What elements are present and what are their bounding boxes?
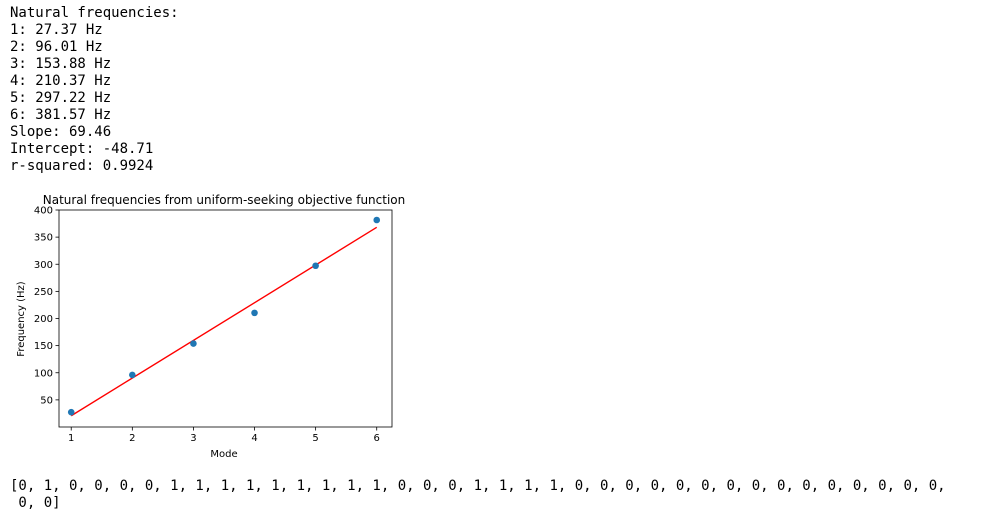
- data-point: [190, 340, 197, 347]
- fit-line: [70, 226, 378, 417]
- output-line: 5: 297.22 Hz: [10, 90, 112, 106]
- stdout-bit-vector: [0, 1, 0, 0, 0, 0, 1, 1, 1, 1, 1, 1, 1, …: [10, 478, 946, 512]
- x-axis-label: Mode: [210, 449, 237, 460]
- axes-frame: [58, 209, 393, 428]
- x-tick-label: 6: [374, 433, 380, 444]
- output-line: 4: 210.37 Hz: [10, 73, 112, 89]
- output-line: 3: 153.88 Hz: [10, 56, 112, 72]
- output-line: r-squared: 0.9924: [10, 158, 154, 174]
- x-tick-label: 4: [251, 433, 257, 444]
- fit-line-layer: [70, 226, 378, 417]
- y-tick-label: 200: [34, 314, 53, 325]
- y-tick-label: 150: [34, 341, 53, 352]
- data-point: [251, 309, 258, 317]
- y-tick-label: 300: [34, 260, 53, 271]
- y-axis-label: Frequency (Hz): [16, 281, 27, 357]
- output-line: 6: 381.57 Hz: [10, 107, 112, 123]
- y-tick-label: 50: [40, 395, 53, 406]
- data-point: [373, 216, 381, 224]
- ticks-layer: 1 2 3 4 5 6 50 100 150 200 250 300 350 400: [34, 206, 380, 445]
- x-tick-label: 5: [312, 433, 318, 444]
- output-line: Natural frequencies:: [10, 5, 179, 21]
- plot-frame: [58, 209, 393, 428]
- x-tick-label: 2: [129, 433, 135, 444]
- output-line: 0, 0]: [10, 495, 61, 511]
- y-tick-label: 100: [34, 368, 53, 379]
- data-point: [312, 262, 319, 270]
- output-line: 2: 96.01 Hz: [10, 39, 103, 55]
- output-line: Slope: 69.46: [10, 124, 112, 140]
- x-tick-label: 1: [68, 433, 74, 444]
- chart-title: Natural frequencies from uniform-seeking…: [43, 193, 406, 207]
- data-points-layer: [67, 216, 381, 416]
- stdout-frequencies: Natural frequencies: 1: 27.37 Hz 2: 96.0…: [10, 5, 179, 175]
- data-point: [67, 408, 75, 416]
- frequency-chart: Natural frequencies from uniform-seeking…: [16, 193, 406, 460]
- output-line: 1: 27.37 Hz: [10, 22, 103, 38]
- output-line: [0, 1, 0, 0, 0, 0, 1, 1, 1, 1, 1, 1, 1, …: [10, 478, 946, 494]
- data-point: [129, 371, 136, 379]
- x-tick-label: 3: [190, 433, 196, 444]
- y-tick-label: 400: [34, 206, 53, 217]
- y-tick-label: 250: [34, 287, 53, 298]
- chart-figure: Natural frequencies from uniform-seeking…: [0, 188, 420, 463]
- output-line: Intercept: -48.71: [10, 141, 154, 157]
- y-tick-label: 350: [34, 233, 53, 244]
